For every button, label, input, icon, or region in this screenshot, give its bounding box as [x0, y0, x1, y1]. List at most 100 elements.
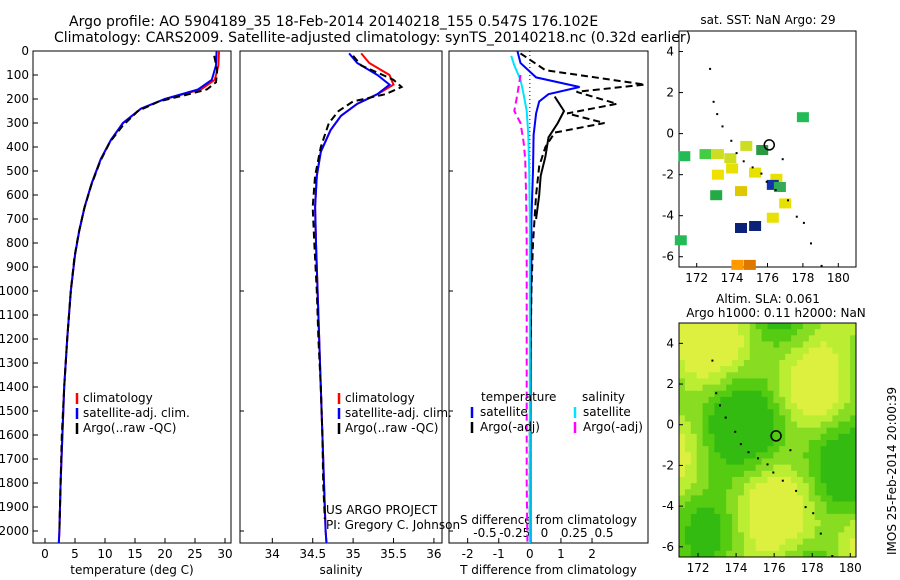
sla-cell — [696, 421, 703, 429]
y-tick-label: 600 — [6, 188, 29, 202]
sla-cell — [755, 396, 762, 404]
sla-cell — [773, 378, 780, 385]
sla-cell — [702, 532, 709, 539]
sla-cell — [755, 372, 762, 379]
sla-cell — [690, 341, 698, 349]
sla-cell — [690, 483, 698, 490]
sla-cell — [684, 341, 692, 349]
sla-cell — [732, 409, 739, 416]
sla-cell — [749, 464, 757, 472]
sla-cell — [826, 341, 833, 349]
sla-cell — [743, 520, 751, 527]
sla-cell — [714, 520, 721, 527]
y-tick-label: 1200 — [0, 332, 29, 346]
sla-cell — [679, 323, 686, 330]
sla-cell — [679, 458, 686, 466]
sla-cell — [702, 489, 709, 496]
sla-cell — [726, 347, 733, 355]
sla-cell — [785, 464, 792, 472]
sla-cell — [684, 396, 692, 404]
sla-cell — [791, 495, 798, 502]
sla-cell — [696, 390, 703, 398]
sla-cell — [708, 384, 715, 392]
island-mark — [760, 172, 763, 175]
sla-cell — [767, 421, 774, 429]
sla-cell — [726, 550, 733, 558]
sla-cell — [755, 446, 762, 453]
sla-cell — [820, 433, 827, 441]
sla-cell — [732, 396, 739, 404]
sla-cell — [791, 440, 798, 447]
sla-cell — [696, 513, 703, 521]
sla-cell — [738, 433, 745, 441]
sla-cell — [696, 501, 703, 509]
temperature-panel: 0100200300400500600700800900100011001200… — [0, 44, 233, 577]
sla-cell — [850, 489, 857, 496]
sla-cell — [708, 415, 715, 422]
island-mark — [715, 392, 718, 395]
sst-cell — [749, 221, 762, 231]
sla-cell — [708, 550, 715, 558]
sla-cell — [761, 329, 768, 336]
island-mark — [774, 189, 777, 191]
y-tick-label: 4 — [666, 336, 674, 350]
x-top-tick-label: -0.25 — [499, 526, 530, 540]
sla-cell — [826, 513, 833, 521]
sla-cell — [808, 347, 816, 355]
sla-cell — [785, 378, 792, 385]
sla-cell — [767, 458, 774, 466]
sla-cell — [797, 384, 804, 392]
sla-cell — [785, 396, 792, 404]
sla-cell — [738, 372, 745, 379]
sla-cell — [820, 544, 827, 552]
island-mark — [810, 242, 812, 245]
y-tick-label: 1800 — [0, 476, 29, 490]
y-tick-label: 300 — [6, 116, 29, 130]
sla-cell — [773, 495, 780, 502]
sla-cell — [814, 433, 821, 441]
sla-cell — [720, 470, 727, 478]
sla-cell — [720, 483, 727, 490]
sla-cell — [767, 476, 774, 484]
sla-cell — [832, 347, 839, 355]
sla-cell — [844, 550, 851, 558]
sla-cell — [732, 489, 739, 496]
y-tick-label: -4 — [662, 499, 674, 513]
sla-cell — [690, 513, 698, 521]
y-tick-label: -6 — [662, 540, 674, 554]
sla-cell — [720, 341, 727, 349]
sla-cell — [820, 396, 827, 404]
sla-cell — [726, 513, 733, 521]
sla-cell — [802, 476, 810, 484]
sla-cell — [844, 483, 851, 490]
sla-cell — [767, 452, 774, 459]
sla-cell — [820, 384, 827, 392]
x-tick-label: 34 — [265, 547, 280, 561]
sla-cell — [679, 544, 686, 552]
sla-cell — [732, 403, 739, 410]
sla-cell — [785, 347, 792, 355]
sla-cell — [826, 384, 833, 392]
sla-cell — [850, 396, 857, 404]
sla-cell — [844, 427, 851, 435]
sla-cell — [761, 372, 768, 379]
sla-cell — [838, 323, 845, 330]
sla-cell — [708, 335, 715, 342]
sla-cell — [743, 353, 751, 361]
sla-cell — [785, 489, 792, 496]
sla-cell — [720, 513, 727, 521]
plot-frame — [239, 50, 443, 544]
sla-cell — [679, 495, 686, 502]
sla-cell — [702, 359, 709, 367]
sla-cell — [696, 403, 703, 410]
sla-cell — [826, 366, 833, 373]
island-mark — [751, 166, 754, 169]
sla-cell — [832, 427, 839, 435]
sla-cell — [732, 538, 739, 546]
sla-cell — [802, 544, 810, 552]
sla-cell — [714, 353, 721, 361]
sla-cell — [791, 483, 798, 490]
sla-cell — [708, 329, 715, 336]
map-subtitle: Argo h1000: 0.11 h2000: NaN — [686, 306, 866, 320]
sla-cell — [773, 532, 780, 539]
